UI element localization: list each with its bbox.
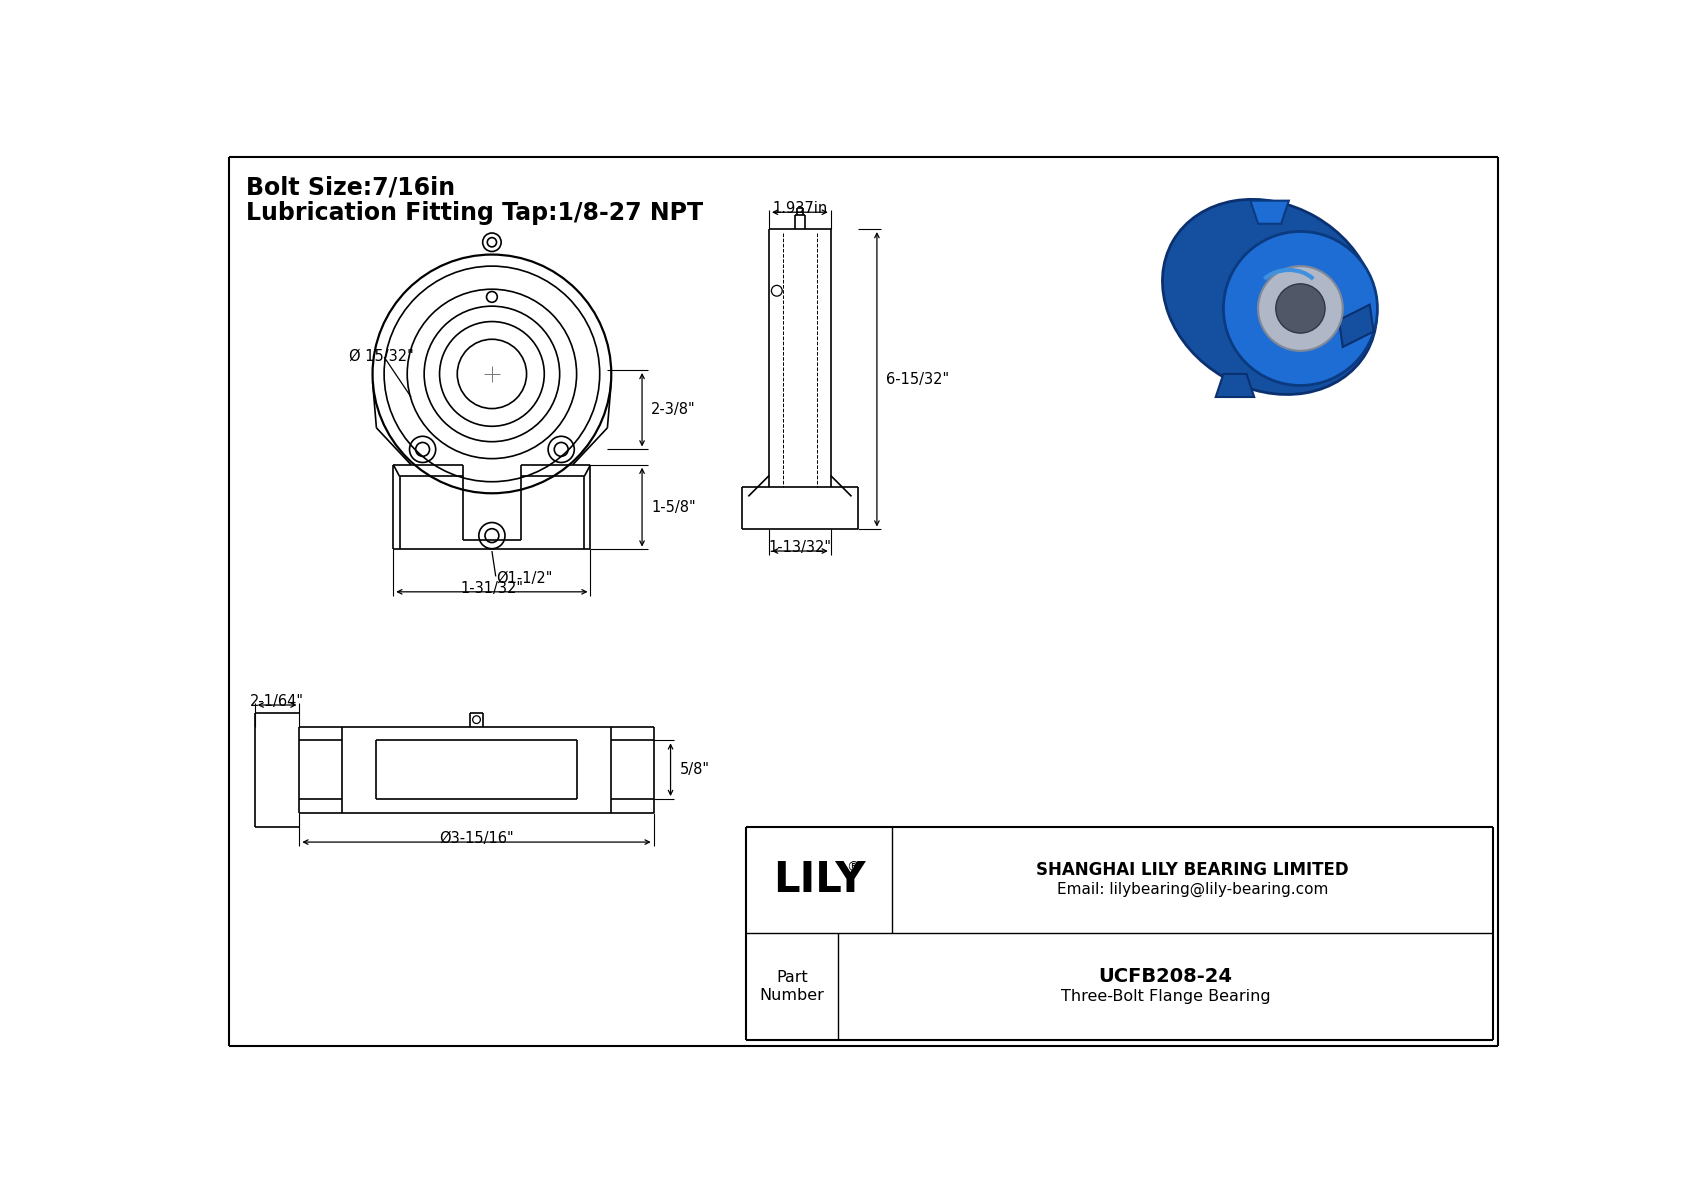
Ellipse shape bbox=[1162, 199, 1378, 394]
Text: SHANGHAI LILY BEARING LIMITED: SHANGHAI LILY BEARING LIMITED bbox=[1036, 861, 1349, 879]
Text: 1-31/32": 1-31/32" bbox=[460, 581, 524, 596]
Text: 2-1/64": 2-1/64" bbox=[251, 694, 305, 709]
Text: 5/8": 5/8" bbox=[680, 762, 709, 778]
Polygon shape bbox=[1250, 200, 1288, 224]
Text: LILY: LILY bbox=[773, 859, 866, 900]
Polygon shape bbox=[1216, 374, 1255, 397]
Text: 2-3/8": 2-3/8" bbox=[652, 403, 695, 417]
Text: Part
Number: Part Number bbox=[759, 971, 825, 1003]
Text: Lubrication Fitting Tap:1/8-27 NPT: Lubrication Fitting Tap:1/8-27 NPT bbox=[246, 200, 702, 225]
Text: Ø1-1/2": Ø1-1/2" bbox=[495, 572, 552, 586]
Circle shape bbox=[1258, 266, 1342, 351]
Text: Ø 15/32": Ø 15/32" bbox=[350, 349, 414, 364]
Circle shape bbox=[1276, 283, 1325, 333]
Circle shape bbox=[1223, 231, 1378, 386]
Text: Bolt Size:7/16in: Bolt Size:7/16in bbox=[246, 175, 455, 199]
Polygon shape bbox=[1339, 305, 1374, 347]
Text: 1.937in: 1.937in bbox=[773, 201, 827, 217]
Text: Ø3-15/16": Ø3-15/16" bbox=[440, 831, 514, 847]
Text: 1-5/8": 1-5/8" bbox=[652, 500, 695, 515]
Text: Three-Bolt Flange Bearing: Three-Bolt Flange Bearing bbox=[1061, 989, 1270, 1004]
Text: ®: ® bbox=[845, 860, 861, 874]
Text: Email: lilybearing@lily-bearing.com: Email: lilybearing@lily-bearing.com bbox=[1058, 881, 1329, 897]
Text: 6-15/32": 6-15/32" bbox=[886, 372, 950, 387]
Text: 1-13/32": 1-13/32" bbox=[768, 541, 832, 555]
Text: UCFB208-24: UCFB208-24 bbox=[1098, 967, 1233, 986]
